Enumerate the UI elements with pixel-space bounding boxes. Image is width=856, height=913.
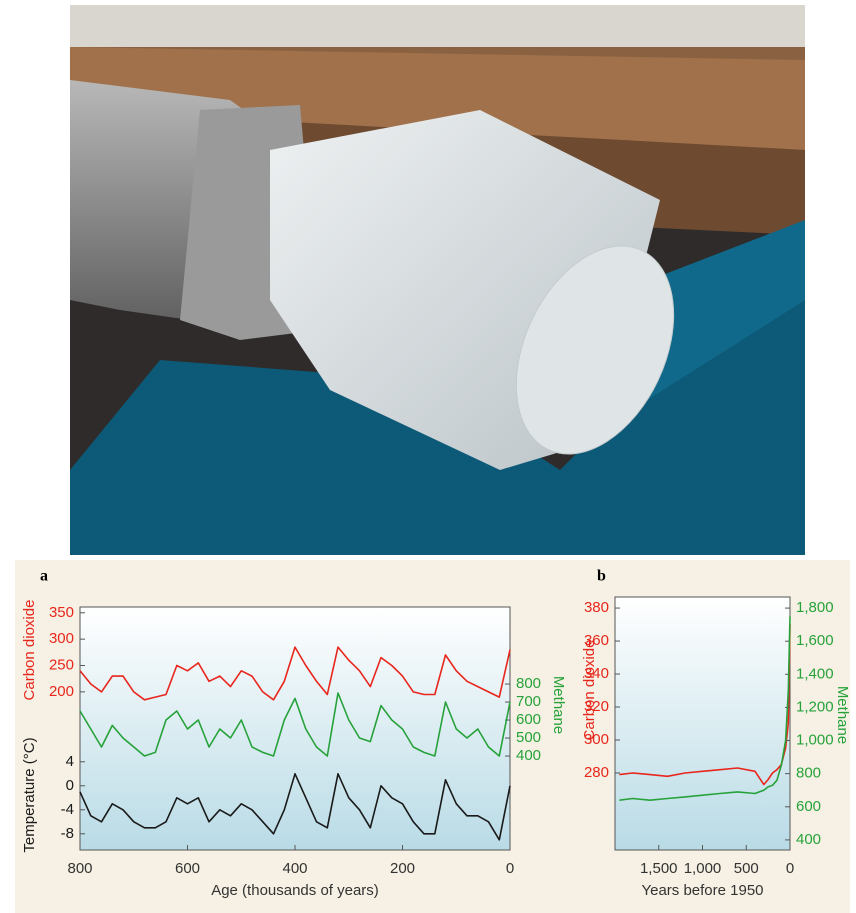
panel-title: a <box>40 568 48 585</box>
y-tick-label: 800 <box>796 765 821 782</box>
panel-title: b <box>597 568 606 585</box>
y-tick-label: 380 <box>584 599 609 616</box>
x-tick-label: 600 <box>175 860 200 877</box>
y-tick-label: 600 <box>516 711 541 728</box>
y-tick-label: 500 <box>516 729 541 746</box>
series-line <box>79 646 511 701</box>
y-tick-label: 1,000 <box>796 732 834 749</box>
y-tick-label: -4 <box>61 801 74 818</box>
series-line <box>79 692 511 757</box>
y-tick-label: 200 <box>49 683 74 700</box>
y-tick-label: 300 <box>584 731 609 748</box>
y-axis-label: Methane <box>550 676 567 734</box>
y-tick-label: 250 <box>49 656 74 673</box>
x-tick-label: 800 <box>67 860 92 877</box>
x-tick-label: 200 <box>390 860 415 877</box>
y-tick-label: 700 <box>516 693 541 710</box>
y-tick-label: 400 <box>796 831 821 848</box>
y-axis-label: Methane <box>834 686 851 744</box>
x-tick-label: 0 <box>506 860 514 877</box>
plot-area <box>79 606 511 851</box>
x-tick-label: 1,000 <box>684 860 722 877</box>
y-tick-label: 320 <box>584 698 609 715</box>
y-tick-label: 340 <box>584 665 609 682</box>
y-tick-label: 400 <box>516 747 541 764</box>
y-tick-label: 600 <box>796 798 821 815</box>
y-axis-label: Carbon dioxide <box>21 600 38 701</box>
x-axis-label: Years before 1950 <box>641 882 763 899</box>
y-tick-label: 1,600 <box>796 632 834 649</box>
y-tick-label: 350 <box>49 604 74 621</box>
x-tick-label: 500 <box>734 860 759 877</box>
x-tick-label: 0 <box>786 860 794 877</box>
plot-area <box>614 596 791 851</box>
x-tick-label: 400 <box>282 860 307 877</box>
y-axis-label: Carbon dioxide <box>581 640 598 741</box>
y-tick-label: 300 <box>49 630 74 647</box>
y-tick-label: 1,400 <box>796 665 834 682</box>
y-tick-label: -8 <box>61 825 74 842</box>
y-tick-label: 800 <box>516 675 541 692</box>
x-axis-label: Age (thousands of years) <box>211 882 379 899</box>
y-tick-label: 4 <box>66 753 74 770</box>
x-tick-label: 1,500 <box>640 860 678 877</box>
y-tick-label: 360 <box>584 632 609 649</box>
series-line <box>619 616 791 801</box>
photo <box>70 5 805 555</box>
y-tick-label: 1,800 <box>796 599 834 616</box>
y-tick-label: 1,200 <box>796 698 834 715</box>
y-axis-label: Temperature (°C) <box>21 737 38 852</box>
y-tick-label: 0 <box>66 777 74 794</box>
y-tick-label: 280 <box>584 764 609 781</box>
series-line <box>79 773 511 841</box>
